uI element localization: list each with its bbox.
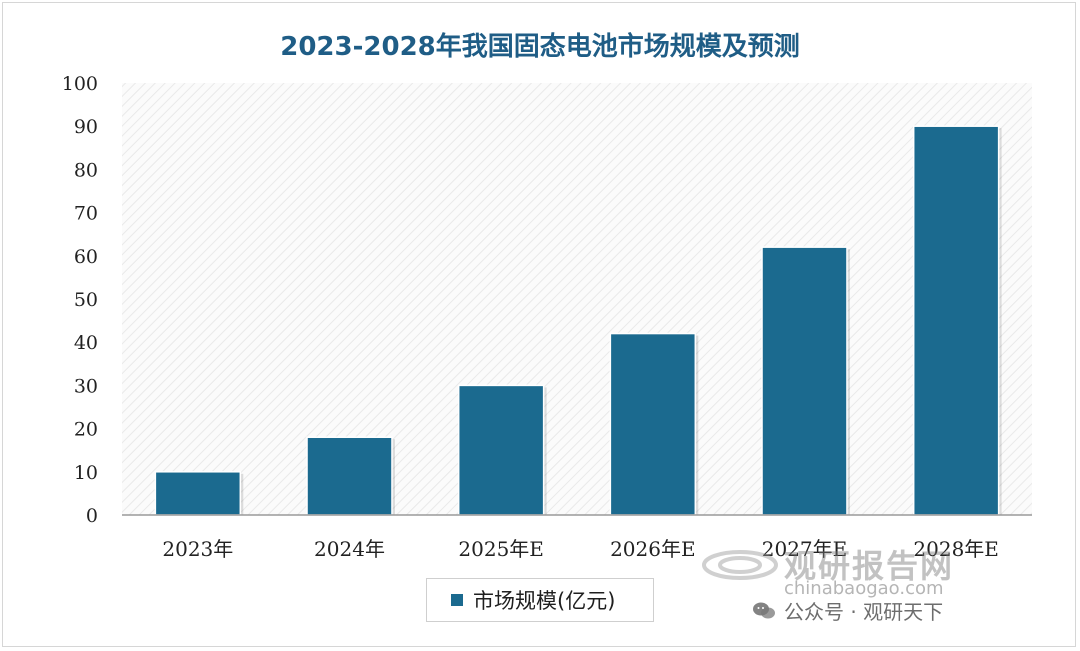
x-tick-label: 2026年E (610, 537, 696, 561)
y-tick-label: 80 (74, 159, 98, 181)
x-tick-label: 2028年E (913, 537, 999, 561)
y-tick-label: 30 (74, 375, 98, 397)
x-tick-label: 2023年 (162, 537, 233, 561)
chart-title: 2023-2028年我国固态电池市场规模及预测 (280, 32, 800, 62)
y-tick-label: 20 (74, 419, 98, 441)
x-tick-label: 2027年E (762, 537, 848, 561)
watermark-main: 观研报告网 (784, 547, 955, 585)
x-tick-label: 2024年 (314, 537, 385, 561)
bar (306, 436, 393, 516)
y-tick-label: 50 (74, 289, 98, 311)
y-tick-label: 40 (74, 332, 98, 354)
chart-legend: 市场规模(亿元) (426, 578, 654, 622)
legend-swatch (451, 594, 463, 606)
bar (457, 384, 545, 516)
y-tick-label: 10 (74, 462, 98, 484)
watermark-domain: chinabaogao.com (784, 578, 944, 599)
bar (154, 471, 242, 516)
y-tick-label: 60 (74, 246, 98, 268)
y-tick-label: 100 (62, 73, 98, 95)
bar (912, 125, 1000, 516)
bar (609, 332, 697, 516)
legend-label: 市场规模(亿元) (473, 589, 616, 613)
watermark-logo-icon (702, 550, 778, 580)
bar (761, 246, 848, 516)
wechat-text: 公众号 · 观研天下 (784, 600, 944, 624)
x-tick-label: 2025年E (458, 537, 544, 561)
y-tick-label: 90 (74, 116, 98, 138)
y-tick-label: 70 (74, 203, 98, 225)
y-tick-label: 0 (86, 505, 98, 527)
wechat-icon (753, 602, 775, 618)
plot-area (122, 83, 1032, 515)
watermark-wechat: 公众号 · 观研天下 (752, 596, 943, 625)
